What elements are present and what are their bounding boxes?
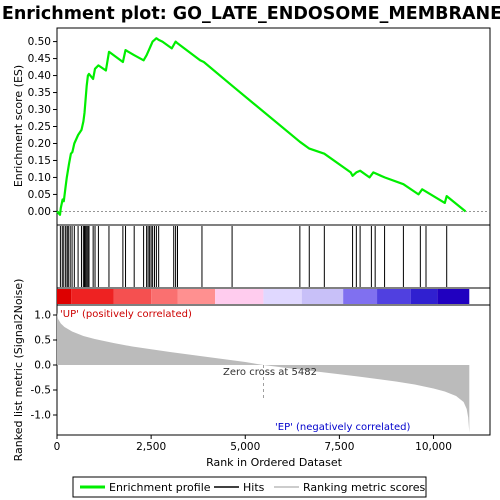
es-y-axis-label: Enrichment score (ES)	[12, 65, 25, 187]
x-axis-label: Rank in Ordered Dataset	[206, 456, 343, 469]
es-y-tick-label: 0.20	[28, 138, 51, 150]
colorbar-segment	[113, 289, 152, 304]
rank-colorbar	[57, 289, 470, 304]
es-y-tick-label: 0.25	[28, 121, 51, 133]
es-y-tick-label: 0.45	[28, 53, 51, 65]
es-y-tick-label: 0.05	[28, 189, 51, 201]
colorbar-segment	[410, 289, 438, 304]
metric-y-tick-label: -0.5	[31, 385, 52, 397]
es-y-tick-label: 0.50	[28, 36, 51, 48]
x-tick-label: 5,000	[230, 441, 260, 453]
legend-box	[72, 476, 427, 498]
es-y-tick-label: 0.30	[28, 104, 51, 116]
x-tick-label: 0	[54, 441, 61, 453]
colorbar-segment	[437, 289, 470, 304]
es-y-tick-label: 0.15	[28, 155, 51, 167]
es-y-tick-label: 0.35	[28, 87, 51, 99]
negative-correlation-label: 'EP' (negatively correlated)	[275, 422, 410, 433]
ranked-metric-layer	[57, 312, 470, 433]
colorbar-segment	[301, 289, 344, 304]
legend-hits-label: Hits	[243, 481, 265, 494]
zero-cross-label: Zero cross at 5482	[223, 367, 317, 378]
rank-x-axis: 0 2,500 5,000 7,500 10,000	[54, 435, 452, 453]
colorbar-segment	[151, 289, 178, 304]
x-tick-label: 7,500	[324, 441, 354, 453]
hits-panel-frame	[56, 224, 491, 289]
metric-y-tick-label: -1.0	[31, 410, 52, 422]
chart-title: Enrichment plot: GO_LATE_ENDOSOME_MEMBRA…	[2, 4, 500, 24]
colorbar-segment	[71, 289, 114, 304]
hits-layer	[59, 226, 448, 287]
colorbar-segment	[377, 289, 411, 304]
colorbar-segment	[177, 289, 216, 304]
ranked-metric-panel-frame	[56, 304, 491, 436]
es-y-tick-label: 0.10	[28, 172, 51, 184]
metric-y-axis-label: Ranked list metric (Signal2Noise)	[12, 279, 25, 462]
es-y-tick-label: 0.00	[28, 206, 51, 218]
colorbar-segment	[215, 289, 264, 304]
colorbar-segment	[343, 289, 378, 304]
metric-y-tick-label: 0.0	[34, 360, 51, 372]
legend-ranking-label: Ranking metric scores	[303, 481, 425, 494]
positive-correlation-label: 'UP' (positively correlated)	[60, 309, 192, 320]
x-tick-label: 2,500	[136, 441, 166, 453]
x-tick-label: 10,000	[415, 441, 452, 453]
colorbar-segment	[57, 289, 72, 304]
metric-y-tick-label: 1.0	[34, 310, 51, 322]
metric-y-axis: -1.0 -0.5 0.0 0.5 1.0	[31, 310, 57, 422]
es-y-axis: 0.00 0.05 0.10 0.15 0.20 0.25 0.30 0.35 0.40 0.45…	[28, 36, 57, 218]
enrichment-profile-line	[56, 37, 467, 216]
es-y-tick-label: 0.40	[28, 70, 51, 82]
metric-y-tick-label: 0.5	[34, 335, 51, 347]
legend: Enrichment profile Hits Ranking metric s…	[72, 476, 427, 498]
colorbar-segment	[263, 289, 302, 304]
ranking-metric-area	[57, 312, 470, 433]
legend-enrichment-label: Enrichment profile	[109, 481, 211, 494]
enrichment-panel-frame	[56, 27, 491, 226]
enrichment-profile-layer	[56, 37, 490, 216]
